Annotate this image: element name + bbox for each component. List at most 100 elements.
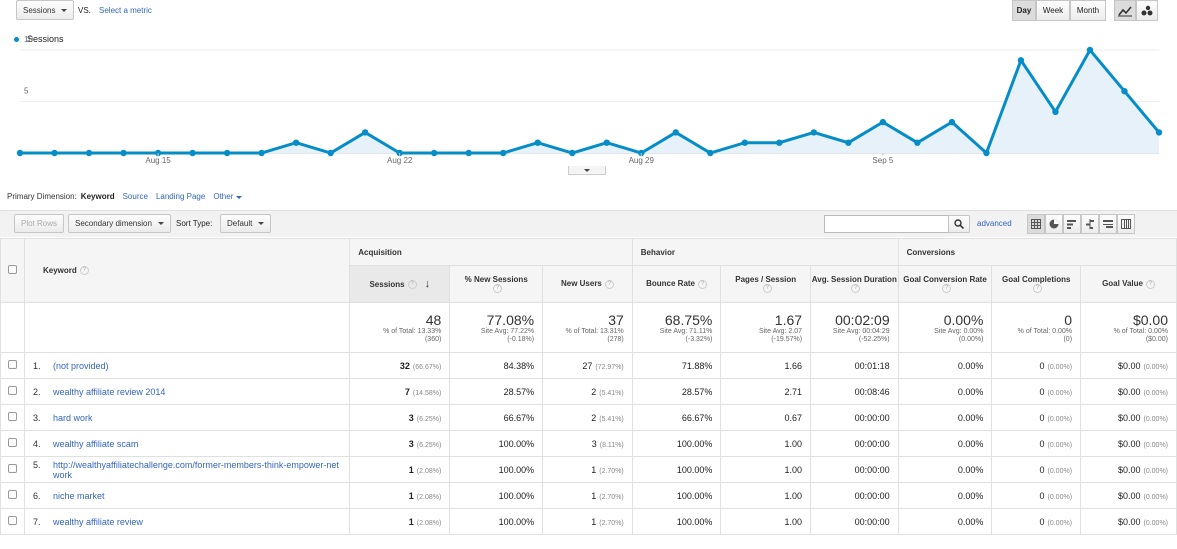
help-icon[interactable]: ? <box>1033 284 1043 294</box>
behavior-group: Behavior <box>631 238 899 266</box>
view-comparison-button[interactable] <box>1081 214 1099 234</box>
avg-duration-header[interactable]: Avg. Session Duration? <box>810 265 899 303</box>
select-all-checkbox[interactable] <box>7 265 17 274</box>
data-point[interactable] <box>430 149 438 157</box>
total-comparison: Site Avg: 2.07 <box>758 327 803 335</box>
sort-type-select[interactable]: Default <box>220 214 272 233</box>
new-users-header[interactable]: New Users? <box>542 265 633 303</box>
goal-conv-rate-header[interactable]: Goal Conversion Rate? <box>897 265 993 303</box>
view-pivot-button[interactable] <box>1117 214 1135 234</box>
data-point[interactable] <box>292 139 300 146</box>
data-point[interactable] <box>1086 46 1094 54</box>
select-metric-link[interactable]: Select a metric <box>99 6 152 15</box>
month-button[interactable]: Month <box>1070 0 1106 21</box>
line-chart-button[interactable] <box>1114 0 1136 21</box>
secondary-dimension-select[interactable]: Secondary dimension <box>68 214 171 233</box>
help-icon[interactable]: ? <box>493 284 503 294</box>
keyword-link[interactable]: wealthy affiliate review <box>52 516 143 527</box>
keyword-link[interactable]: wealthy affiliate review 2014 <box>52 386 166 397</box>
data-point[interactable] <box>85 149 93 157</box>
motion-chart-button[interactable] <box>1136 0 1158 21</box>
pages-session-header[interactable]: Pages / Session? <box>720 265 812 303</box>
row-checkbox[interactable] <box>7 360 17 369</box>
data-point[interactable] <box>16 149 24 157</box>
pages-session-cell: 1.00 <box>720 482 812 509</box>
data-point[interactable] <box>465 149 472 157</box>
day-button[interactable]: Day <box>1012 0 1036 21</box>
search-button[interactable] <box>948 215 970 233</box>
data-point[interactable] <box>120 149 127 157</box>
sessions-header[interactable]: Sessions? ↓ <box>349 265 451 303</box>
dimension-landing-page[interactable]: Landing Page <box>155 192 206 201</box>
keyword-link[interactable]: niche market <box>52 490 105 501</box>
help-icon[interactable]: ? <box>407 280 417 290</box>
data-point[interactable] <box>810 129 818 136</box>
keyword-link[interactable]: hard work <box>52 412 93 423</box>
week-button[interactable]: Week <box>1036 0 1070 21</box>
new-sessions-header[interactable]: % New Sessions? <box>449 265 544 303</box>
data-point[interactable] <box>534 139 541 146</box>
keyword-cell: 6. niche market <box>23 482 351 509</box>
data-point[interactable] <box>983 149 990 157</box>
conv-rate-cell: 0.00% <box>897 352 993 379</box>
data-point[interactable] <box>845 139 852 146</box>
dimension-source[interactable]: Source <box>122 192 148 201</box>
view-term-cloud-button[interactable] <box>1099 214 1117 234</box>
chart-collapse-handle[interactable] <box>568 166 606 175</box>
row-checkbox[interactable] <box>7 412 17 421</box>
total-value: 00:02:09 <box>835 311 890 328</box>
row-checkbox[interactable] <box>7 386 17 395</box>
view-performance-button[interactable] <box>1063 214 1081 234</box>
data-point[interactable] <box>707 149 714 157</box>
keyword-header[interactable]: Keyword? <box>23 238 351 303</box>
plot-rows-button[interactable]: Plot Rows <box>14 214 65 233</box>
dimension-keyword[interactable]: Keyword <box>80 192 115 201</box>
view-table-button[interactable] <box>1027 214 1045 234</box>
data-point[interactable] <box>1121 88 1128 95</box>
data-point[interactable] <box>189 149 196 157</box>
data-point[interactable] <box>569 149 576 157</box>
keyword-link[interactable]: (not provided) <box>52 360 109 371</box>
help-icon[interactable]: ? <box>1145 279 1155 289</box>
help-icon[interactable]: ? <box>604 279 614 289</box>
metric-select[interactable]: Sessions <box>16 0 75 20</box>
bounce-rate-header[interactable]: Bounce Rate? <box>631 265 722 303</box>
data-point[interactable] <box>223 149 231 157</box>
data-point[interactable] <box>603 139 610 146</box>
help-icon[interactable]: ? <box>698 279 708 289</box>
dimension-other[interactable]: Other <box>213 192 243 201</box>
data-point[interactable] <box>672 129 679 136</box>
data-point[interactable] <box>948 118 956 126</box>
keyword-link[interactable]: http://wealthyaffiliatechallenge.com/for… <box>52 459 339 480</box>
data-point[interactable] <box>914 139 921 146</box>
new-users-percent: (5.41%) <box>599 415 624 423</box>
new-users-cell: 1 (2.70%) <box>542 482 633 509</box>
data-point[interactable] <box>1017 57 1025 64</box>
data-point[interactable] <box>1155 129 1163 136</box>
help-icon[interactable]: ? <box>79 266 89 276</box>
row-checkbox[interactable] <box>7 438 17 447</box>
goal-value-header[interactable]: Goal Value? <box>1080 265 1177 303</box>
data-point[interactable] <box>361 129 369 136</box>
view-pie-button[interactable] <box>1045 214 1063 234</box>
data-point[interactable] <box>327 149 334 157</box>
row-checkbox[interactable] <box>7 516 17 525</box>
row-checkbox[interactable] <box>7 490 17 499</box>
help-icon[interactable]: ? <box>851 284 861 294</box>
goal-completions-header[interactable]: Goal Completions? <box>991 265 1082 303</box>
data-point[interactable] <box>500 149 507 157</box>
table-row: 6. niche market 1 (2.08%) 100.00% 1 (2.70%) 100… <box>0 482 1177 509</box>
keyword-cell: 2. wealthy affiliate review 2014 <box>23 378 351 405</box>
advanced-filter-link[interactable]: advanced <box>977 219 1012 228</box>
keyword-link[interactable]: wealthy affiliate scam <box>52 438 139 449</box>
data-point[interactable] <box>258 149 265 157</box>
data-point[interactable] <box>879 118 887 126</box>
help-icon[interactable]: ? <box>762 284 772 294</box>
table-search-input[interactable] <box>824 215 949 233</box>
data-point[interactable] <box>51 149 58 157</box>
row-checkbox[interactable] <box>7 464 17 473</box>
help-icon[interactable]: ? <box>942 284 952 294</box>
data-point[interactable] <box>741 139 749 146</box>
data-point[interactable] <box>776 139 783 146</box>
data-point[interactable] <box>1052 108 1059 116</box>
